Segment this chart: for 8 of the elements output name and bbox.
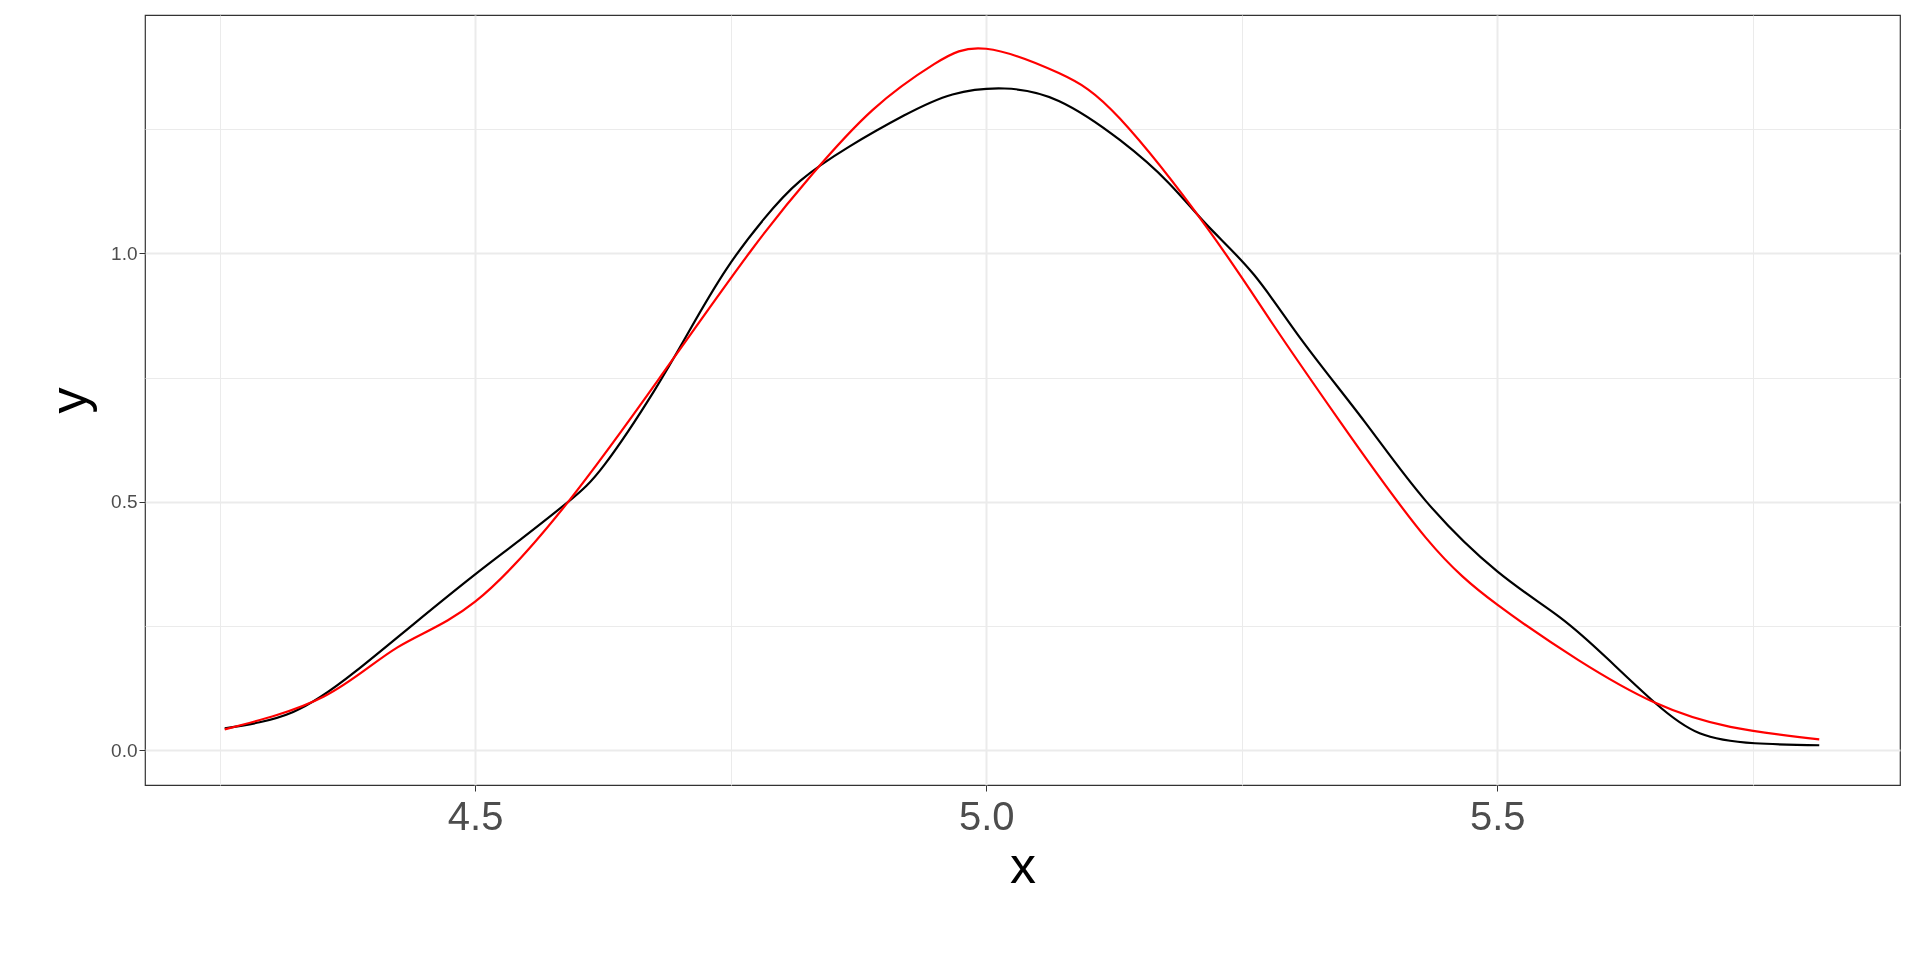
x-tick-label: 5.0 — [958, 793, 1015, 838]
y-axis-title: y — [39, 387, 98, 414]
y-tick-label: 0.0 — [111, 739, 138, 761]
y-tick-label: 0.5 — [111, 491, 138, 513]
x-tick-label: 5.5 — [1469, 793, 1526, 838]
x-tick-label: 4.5 — [447, 793, 504, 838]
y-tick-label: 1.0 — [111, 242, 138, 264]
x-axis-title: x — [1010, 835, 1036, 894]
